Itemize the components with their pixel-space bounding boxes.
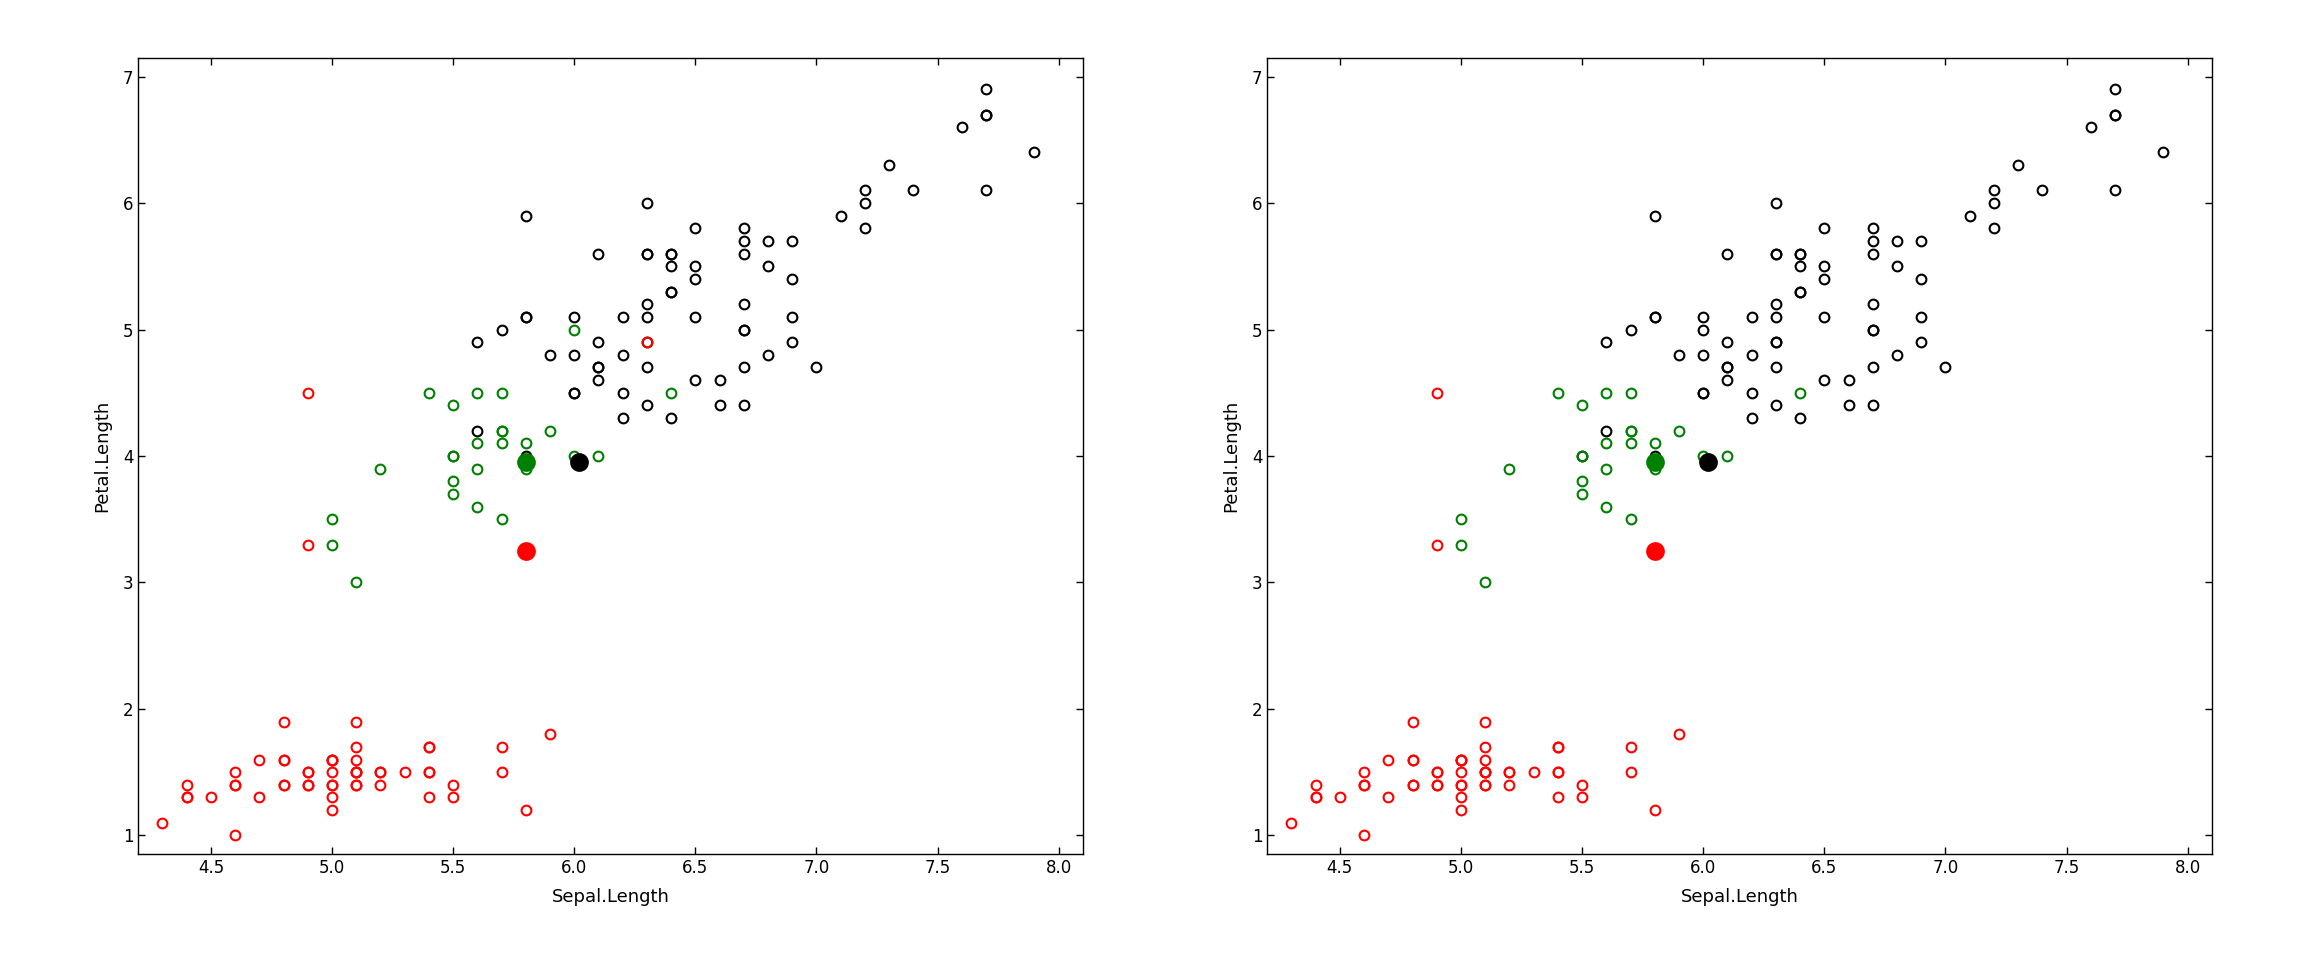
- X-axis label: Sepal.Length: Sepal.Length: [1680, 888, 1799, 906]
- Y-axis label: Petal.Length: Petal.Length: [94, 400, 111, 512]
- X-axis label: Sepal.Length: Sepal.Length: [551, 888, 670, 906]
- Y-axis label: Petal.Length: Petal.Length: [1223, 400, 1240, 512]
